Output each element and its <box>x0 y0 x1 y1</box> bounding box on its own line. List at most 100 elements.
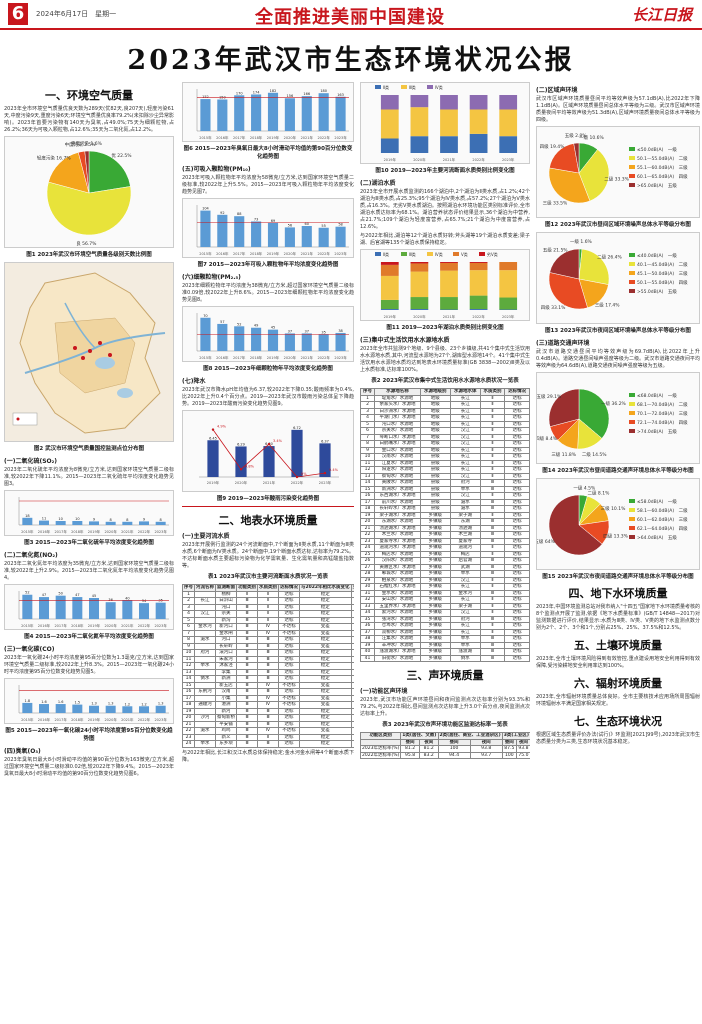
pie-slice <box>46 181 132 236</box>
tick-label: 2020年 <box>104 623 117 628</box>
table-cell: 达标 <box>504 537 530 545</box>
section-slogan: 全面推进美丽中国建设 <box>255 7 445 28</box>
bar-value: 35 <box>158 599 162 603</box>
figure-caption: 图14 2023年武汉市昼间道路交通声环境总体水平等级分布图 <box>542 468 694 474</box>
figure-caption: 图15 2023年武汉市夜间道路交通声环境总体水平等级分布图 <box>542 574 694 580</box>
table-cell: 举水 <box>194 740 216 748</box>
stack-segment <box>410 95 429 108</box>
tick-label: 2019年 <box>384 314 397 319</box>
table-cell: 34 <box>360 609 376 617</box>
bar <box>267 222 279 247</box>
table-row: 10府河澴河口ⅢⅢ达标稳定无 <box>182 649 354 657</box>
table-row: 24举水东乡坝ⅢⅢ达标稳定无 <box>182 740 354 748</box>
table-cell: 达标 <box>278 616 300 624</box>
table-cell: 东湖 <box>449 518 481 526</box>
bar <box>22 702 33 713</box>
table-cell: 达标 <box>504 628 530 636</box>
divider <box>182 506 354 507</box>
table-cell: 达标 <box>504 511 530 519</box>
table-cell: 稳定 <box>299 740 352 748</box>
pie-slice <box>548 272 588 310</box>
section-heading-radiation: 六、辐射环境质量 <box>574 677 662 690</box>
table-row: 27 黄陂区水厂水源地 乡镇级 武湖 Ⅲ 达标 <box>360 563 530 571</box>
ecology-text: 根据区域生态质量评价办法(试行)》环监测[2021]99号),2023年武汉市生… <box>536 732 700 745</box>
map-icon <box>12 272 166 434</box>
pie-slice <box>578 149 610 202</box>
table-cell: 36 <box>360 622 376 630</box>
bar-value: 1.8 <box>25 699 31 703</box>
table-row: 23新义ⅢⅡ达标稳定无 <box>182 733 354 741</box>
table-cell: 32 <box>360 596 376 604</box>
pie-slice-label: 四级 13.3% <box>603 532 628 539</box>
stack-segment <box>469 309 488 310</box>
stack-segment <box>410 271 429 298</box>
legend-swatch <box>629 393 635 397</box>
pie-slice <box>88 150 131 194</box>
table-row: 12举水沐家泾ⅢⅢ达标稳定无 <box>182 662 354 670</box>
pie-chart-night-area: 一级 1.6% 二级 26.4% 三级 17.4% 四级 33.1% 五级 21.5% ≤… <box>536 232 700 324</box>
table-cell: 石榴红水厂水源地 <box>374 583 421 591</box>
table-cell: 100 <box>501 751 517 759</box>
table-cell: 白鹤嘴水厂水源地 <box>374 440 421 448</box>
pie-slice-label: 五级 21.5% <box>543 246 568 253</box>
table-cell: 达标 <box>278 668 300 676</box>
tick-label: 2019年 <box>267 251 280 256</box>
legend-label: >55.0dB(A) 五级 <box>637 288 677 295</box>
ph-bar <box>207 440 219 477</box>
bar-value: 163 <box>337 93 344 97</box>
bar-value: 1.3 <box>108 702 114 706</box>
tick-label: 2016年 <box>216 135 229 140</box>
legend-swatch <box>453 252 459 256</box>
table-cell: 达标 <box>504 596 530 604</box>
pie-chart-day-area: 一级 10.6% 二级 33.3% 三级 33.5% 四级 19.4% 五级 2.8% ≤… <box>536 126 700 218</box>
ph-value: 6.45 <box>209 436 217 440</box>
table-cell: 长江 <box>449 596 481 604</box>
table-cell: 化学需氧量 <box>350 701 354 709</box>
pie-slice-label: 五级 29.1% <box>537 393 562 400</box>
pie-slice-label: 一级 4.5% <box>573 484 596 491</box>
bar <box>155 705 166 713</box>
tick-label: 2021年 <box>443 314 456 319</box>
table-header-cell: 水质类别 <box>257 584 279 592</box>
bar-value: 182 <box>270 89 277 93</box>
bar <box>39 597 49 619</box>
table-cell: 白沙洲水厂水源地 <box>374 407 421 415</box>
table-row: 16东荆河汉南ⅢⅢ达标稳定无 <box>182 688 354 696</box>
table-cell: 无 <box>350 616 354 624</box>
pie-slice-label: 中度污染 2.5% <box>65 141 97 148</box>
bar-value: 56 <box>288 223 292 227</box>
bar <box>301 96 312 131</box>
tick-label: 2022年 <box>317 251 330 256</box>
stack-segment <box>380 275 399 300</box>
table-cell: 95.8 <box>400 751 420 759</box>
bar-value: 9 <box>93 517 95 521</box>
table-cell: 东西湖水厂水源地 <box>374 492 421 500</box>
table-cell: 达标 <box>278 740 300 748</box>
subsection-rain: (七)降水 <box>182 378 206 385</box>
table-cell: 28 <box>360 570 376 578</box>
legend-label: 62.1—64.0dB(A) 四级 <box>637 525 688 532</box>
table-row: 22 木兰水厂水源地 乡镇级 木兰湖 Ⅲ 达标 <box>360 531 530 539</box>
frequency-point <box>239 468 243 471</box>
legend-label: >64.0dB(A) 五级 <box>637 534 677 541</box>
table-row: 6金水河新河口ⅢⅣ不达标变差化学需氧量 <box>182 623 354 631</box>
table-cell: 达标 <box>504 557 530 565</box>
subsection-no2: (二)二氧化氮(NO₂) <box>4 552 58 559</box>
pie-slice-label: 三级 17.4% <box>595 301 620 308</box>
pie-slice <box>549 143 580 174</box>
legend-swatch <box>629 517 635 521</box>
table-cell: 93.8 <box>515 745 530 753</box>
bar <box>105 602 116 619</box>
stack-segment <box>410 136 429 153</box>
pie-slice <box>48 152 90 194</box>
traffic-noise-text: 武汉市道路交通昼间平均等效声级为69.7dB(A),比2022年上升0.4dB(… <box>536 349 700 369</box>
table-cell: 长江 <box>449 622 481 630</box>
pie-slice <box>548 388 580 427</box>
legend-swatch <box>401 252 407 256</box>
table-cell: 琴断口水厂水源地 <box>374 433 421 441</box>
column-2: 152 2015年 150 2016年 170 2017年 174 2018年 182 2019年… <box>182 82 354 1020</box>
river-text: 2023年开展例行监测的24个河流断面中,7个断面为Ⅱ类水质,11个断面为Ⅲ类水… <box>182 542 354 569</box>
legend-swatch <box>629 526 635 530</box>
legend-label: Ⅲ类 <box>409 251 416 257</box>
table-cell: 不达标 <box>278 727 300 735</box>
